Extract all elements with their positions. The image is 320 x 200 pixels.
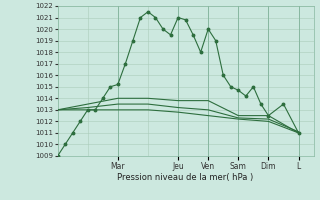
X-axis label: Pression niveau de la mer( hPa ): Pression niveau de la mer( hPa ) (117, 173, 254, 182)
